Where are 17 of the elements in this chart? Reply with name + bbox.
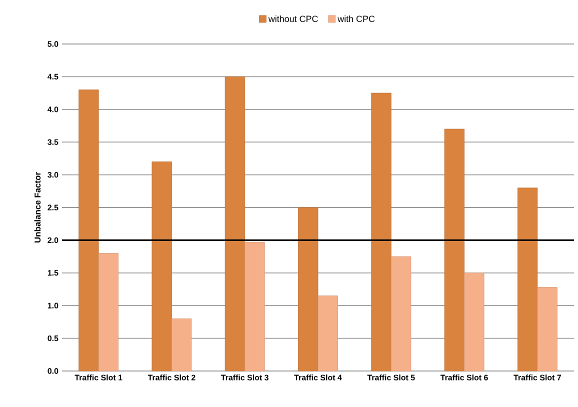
y-axis-title: Unbalance Factor <box>34 172 41 243</box>
bar <box>98 253 119 372</box>
bar <box>224 76 246 372</box>
legend-label: without CPC <box>268 15 318 22</box>
bar <box>371 92 392 372</box>
bar <box>444 128 464 372</box>
bar <box>537 287 558 372</box>
legend-label: with CPC <box>338 15 375 22</box>
bar <box>152 162 172 372</box>
bar <box>318 296 338 372</box>
bar <box>517 188 538 372</box>
bar <box>390 256 412 372</box>
bar <box>78 90 99 372</box>
bar <box>172 318 192 372</box>
bar <box>244 242 265 372</box>
bar <box>464 272 484 372</box>
bar <box>298 207 318 372</box>
